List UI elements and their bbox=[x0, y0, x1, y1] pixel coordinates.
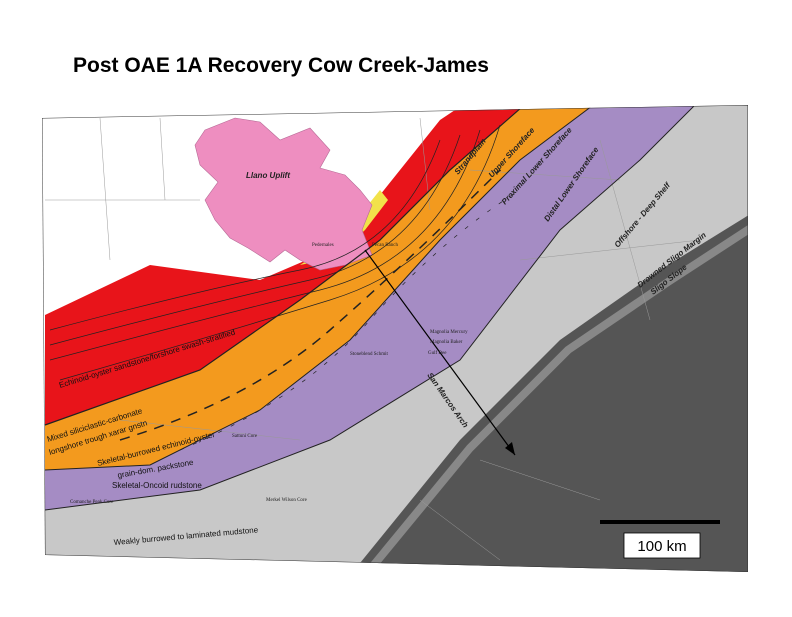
well-label: Comanche Peak Core bbox=[70, 500, 114, 505]
arch-arrow bbox=[505, 442, 515, 455]
strandplain-shoreface bbox=[45, 105, 530, 425]
well-label: Magnolia Baker bbox=[430, 340, 463, 345]
title: Post OAE 1A Recovery Cow Creek-James bbox=[73, 54, 489, 77]
well-label: Pecan Ranch bbox=[372, 243, 398, 248]
well-label: Pedernales bbox=[312, 243, 334, 248]
sligo-slope bbox=[330, 208, 748, 572]
distal-shoreface bbox=[45, 105, 700, 510]
proximal-shoreface bbox=[45, 105, 600, 470]
facies-label: Skeletal-Oncoid rudstone bbox=[112, 481, 202, 490]
well-label: Magnolia Mercury bbox=[430, 330, 468, 335]
scale-box bbox=[623, 532, 701, 559]
well-label: Sattuni Core bbox=[232, 434, 258, 439]
scale-label: 100 km bbox=[637, 538, 686, 555]
map bbox=[42, 105, 748, 572]
well-label: Merkel Wilson Core bbox=[266, 498, 308, 503]
facies-lines bbox=[44, 105, 701, 511]
well-label: Gulf Dee bbox=[428, 351, 447, 356]
llano-uplift bbox=[194, 117, 373, 271]
county-lines bbox=[45, 117, 701, 561]
arch-axis bbox=[364, 249, 516, 456]
well-label: Stoneblend Schmit bbox=[350, 352, 389, 357]
margin-band bbox=[341, 218, 748, 572]
zone-label: Llano Uplift bbox=[246, 171, 290, 180]
